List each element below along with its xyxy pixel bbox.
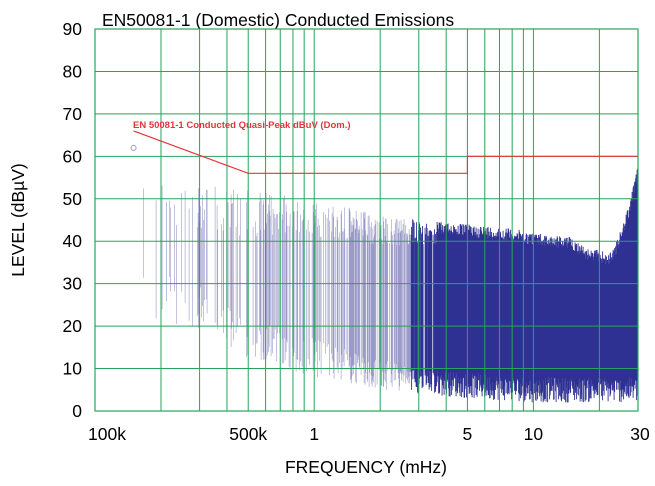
y-tick-label: 10 bbox=[63, 359, 83, 379]
x-axis-label: FREQUENCY (mHz) bbox=[285, 457, 447, 477]
y-tick-label: 80 bbox=[63, 61, 83, 81]
y-tick-label: 90 bbox=[63, 19, 83, 39]
y-tick-label: 20 bbox=[63, 316, 83, 336]
y-tick-label: 40 bbox=[63, 231, 83, 251]
x-tick-label: 1 bbox=[309, 424, 319, 444]
y-tick-label: 30 bbox=[63, 274, 83, 294]
x-tick-label: 30 bbox=[630, 424, 650, 444]
chart-title: EN50081-1 (Domestic) Conducted Emissions bbox=[102, 10, 454, 30]
limit-series-line bbox=[133, 130, 638, 174]
emission-trace-dense bbox=[410, 168, 639, 403]
limit-line bbox=[133, 130, 638, 174]
grid bbox=[95, 29, 638, 411]
y-tick-label: 0 bbox=[72, 401, 82, 421]
x-tick-label: 5 bbox=[463, 424, 473, 444]
y-tick-label: 60 bbox=[63, 146, 83, 166]
x-tick-label: 500k bbox=[229, 424, 267, 444]
plot-frame bbox=[94, 28, 639, 412]
x-tick-label: 100k bbox=[88, 424, 126, 444]
y-tick-label: 70 bbox=[63, 104, 83, 124]
x-tick-label: 10 bbox=[524, 424, 544, 444]
emission-plot bbox=[130, 144, 639, 403]
emission-trace-sparse bbox=[143, 183, 411, 391]
peak-marker bbox=[130, 144, 137, 151]
x-axis-ticks: 100k 500k 1 5 10 30 bbox=[88, 424, 650, 444]
y-axis-ticks: 0 10 20 30 40 50 60 70 80 90 bbox=[63, 19, 83, 421]
y-tick-label: 50 bbox=[63, 189, 83, 209]
y-axis-label: LEVEL (dBµV) bbox=[8, 163, 28, 277]
limit-legend-label: EN 50081-1 Conducted Quasi-Peak dBuV (Do… bbox=[133, 120, 351, 131]
